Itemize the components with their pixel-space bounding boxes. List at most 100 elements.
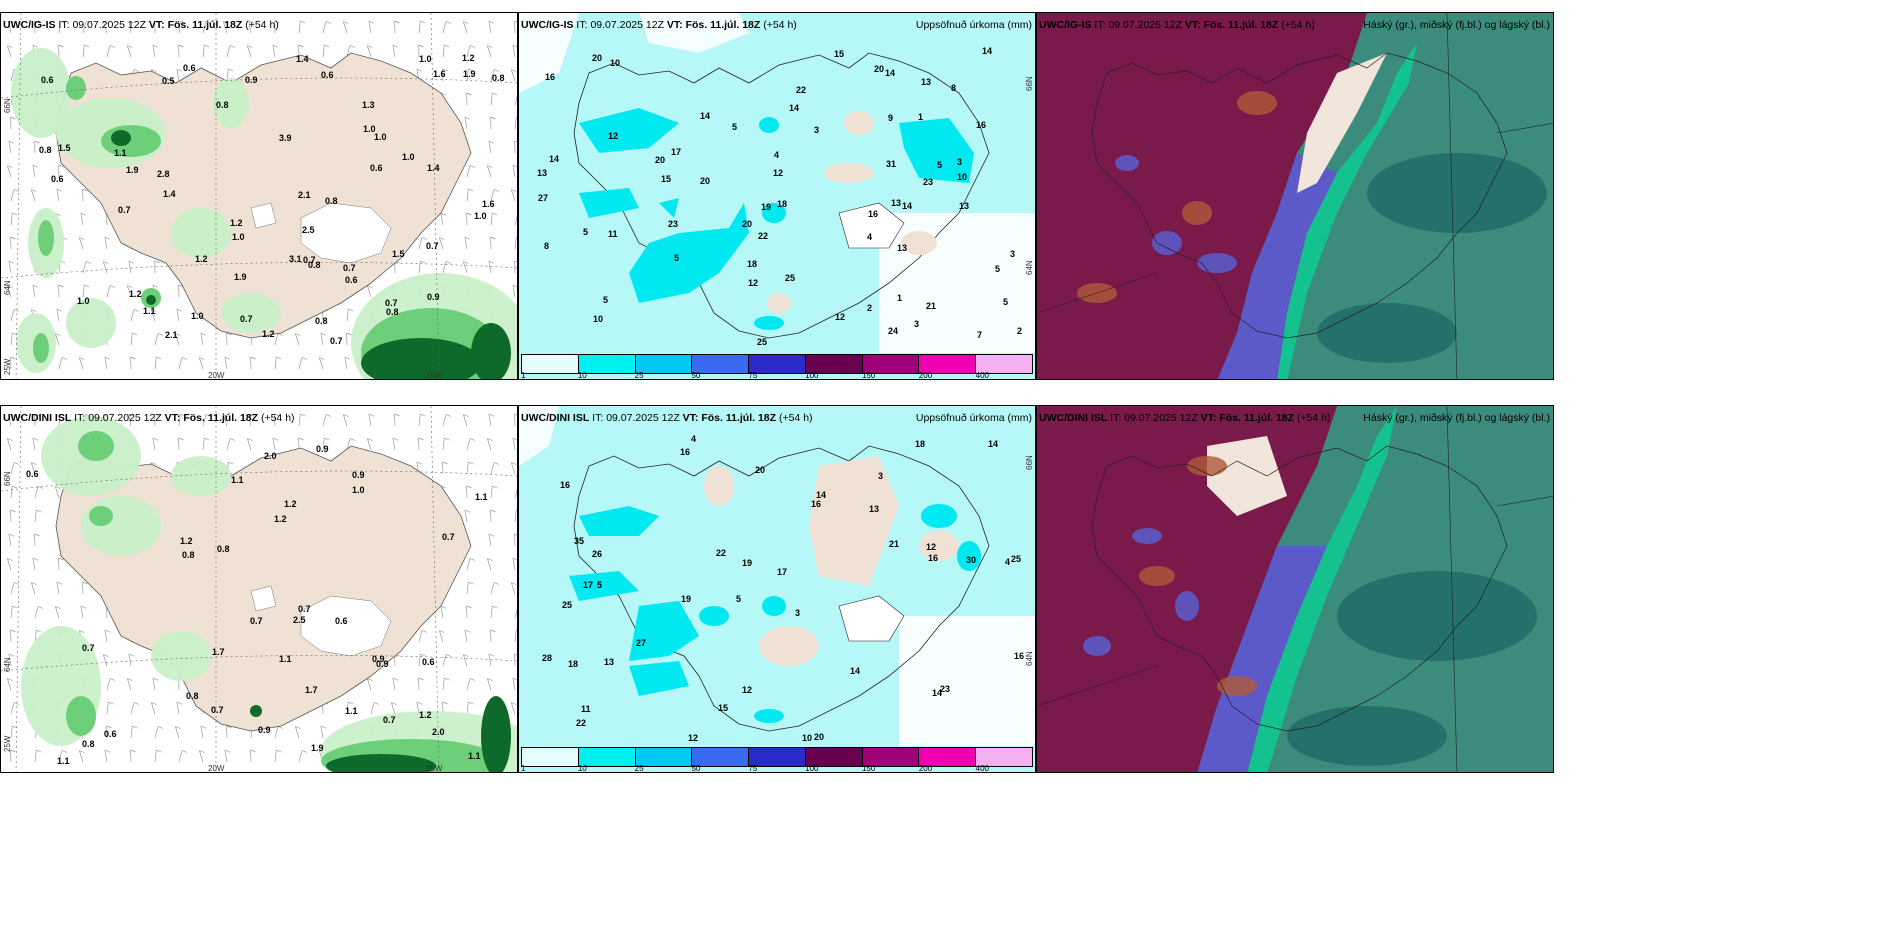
wind-barb: [200, 726, 204, 739]
wind-barb: [58, 357, 63, 370]
wind-barb: [512, 45, 516, 58]
colorbar-segment: [919, 355, 977, 373]
wind-barb-flag: [274, 20, 280, 24]
wind-barb: [490, 69, 495, 82]
wind-barb-flag: [130, 749, 136, 753]
wind-barb-flag: [226, 332, 232, 336]
wind-barb-flag: [445, 414, 452, 417]
value-label: 0.8: [186, 691, 199, 701]
wind-barb-flag: [12, 605, 18, 609]
wind-barb: [152, 45, 156, 58]
wind-barb-flag: [276, 749, 282, 753]
wind-barb: [6, 438, 12, 451]
value-label: 3.1: [289, 254, 302, 264]
wind-barb-flag: [7, 45, 13, 48]
value-label: 8: [544, 241, 550, 251]
wind-barb: [320, 333, 324, 346]
value-label: 15: [718, 703, 729, 713]
wind-barb: [366, 45, 372, 58]
wind-barb: [486, 558, 492, 571]
wind-barb-flag: [56, 188, 63, 192]
wind-barb: [464, 117, 468, 130]
wind-barb: [510, 69, 516, 82]
colorbar-tick: 400: [975, 764, 989, 773]
wind-barb-flag: [418, 677, 424, 681]
wind-barb: [154, 357, 157, 370]
value-label: 18: [568, 659, 579, 669]
wind-barb-flag: [156, 356, 162, 360]
wind-barb-flag: [151, 69, 157, 72]
wind-barb-flag: [469, 45, 476, 48]
value-label: 3.9: [279, 133, 292, 143]
value-label: 30: [966, 555, 977, 565]
wind-barb: [512, 438, 516, 451]
value-label: 14: [850, 666, 861, 676]
wind-barb: [8, 414, 12, 427]
wind-barb-flag: [464, 236, 471, 240]
wind-barb-flag: [152, 44, 159, 48]
wind-barb: [202, 21, 207, 34]
wind-barb: [78, 750, 84, 763]
wind-barb-flag: [127, 45, 133, 48]
wind-barb-flag: [493, 189, 500, 192]
wind-barb-flag: [200, 725, 207, 729]
wind-barb-flag: [32, 284, 39, 288]
wind-barb-flag: [34, 20, 40, 24]
wind-barb-flag: [176, 308, 183, 312]
wind-barb-flag: [346, 332, 352, 336]
wind-barb: [442, 438, 445, 451]
value-label: 19: [761, 202, 772, 212]
wind-barb: [202, 414, 207, 427]
value-label: 11: [581, 704, 591, 714]
value-label: 27: [538, 193, 549, 203]
value-label: 0.8: [308, 260, 321, 270]
wind-barb-flag: [103, 261, 109, 264]
wind-barb: [514, 510, 517, 523]
wind-barb-flag: [154, 260, 160, 264]
wind-barb: [366, 678, 372, 691]
wind-barb-flag: [10, 236, 16, 240]
wind-barb-flag: [416, 68, 423, 72]
precip-colorbar: [521, 354, 1033, 374]
wind-barb-flag: [85, 261, 92, 264]
value-label: 10: [610, 58, 621, 68]
wind-barb-flag: [514, 260, 517, 263]
wind-barb: [318, 357, 324, 370]
wind-barb: [514, 488, 517, 499]
colorbar-tick: 200: [918, 371, 933, 380]
colorbar-segment: [862, 355, 920, 373]
wind-barb-flag: [229, 45, 236, 48]
wind-barb: [298, 750, 303, 763]
wind-barb: [176, 309, 180, 322]
value-label: 1.0: [402, 152, 415, 162]
wind-barb: [222, 414, 228, 427]
value-label: 1.9: [126, 165, 139, 175]
wind-barb: [510, 462, 516, 475]
wind-barb-flag: [79, 630, 85, 633]
wind-barb-flag: [324, 44, 330, 48]
wind-barb: [512, 558, 516, 571]
wind-barb: [418, 630, 423, 643]
wind-barb: [10, 309, 15, 322]
wind-barb-flag: [224, 749, 231, 753]
wind-barb-flag: [373, 702, 380, 705]
wind-barb: [298, 414, 301, 427]
colorbar-segment: [976, 748, 1033, 766]
wind-barb-flag: [392, 677, 399, 681]
value-label: 0.6: [41, 75, 54, 85]
wind-barb-flag: [349, 438, 356, 441]
wind-barb: [150, 309, 156, 322]
lat-label-64-c: 64N: [1025, 651, 1034, 666]
wind-barb: [82, 21, 87, 34]
value-label: 17: [671, 147, 682, 157]
wind-barb: [32, 558, 36, 571]
colorbar-segment: [692, 748, 750, 766]
value-label: 0.9: [258, 725, 271, 735]
value-label: 13: [897, 243, 908, 253]
wind-barb: [154, 750, 157, 763]
wind-barb-flag: [176, 68, 183, 72]
value-label: 18: [777, 199, 788, 209]
value-label: 5: [736, 594, 742, 604]
wind-barb: [462, 261, 468, 274]
wind-barb-flag: [442, 701, 448, 705]
